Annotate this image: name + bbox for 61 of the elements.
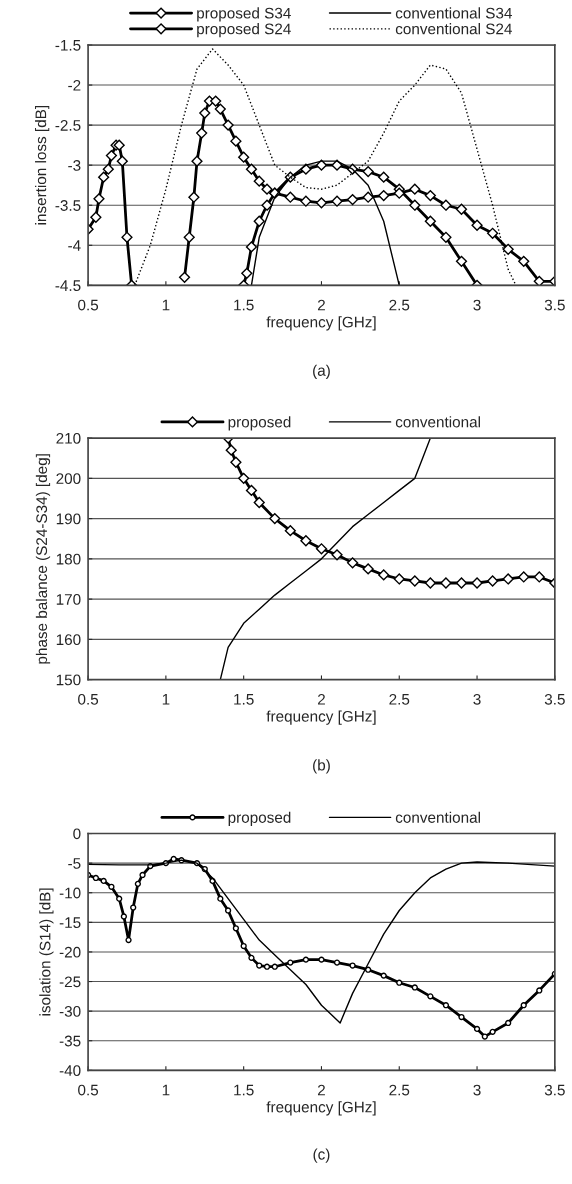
x-tick-label: 3 xyxy=(473,1084,481,1096)
y-tick-label: -3.5 xyxy=(55,200,81,211)
x-tick-label: 1 xyxy=(162,299,170,311)
x-tick-label: 0.5 xyxy=(78,299,99,311)
x-tick-label: 3.5 xyxy=(544,693,565,705)
y-tick-label: -35 xyxy=(59,1035,81,1047)
y-tick-label: -2.5 xyxy=(55,119,81,131)
x-tick-label: 1.5 xyxy=(234,299,254,311)
y-tick-label: -5 xyxy=(68,858,81,869)
y-axis-title: isolation (S14) [dB] xyxy=(39,888,54,1016)
y-tick-label: -25 xyxy=(59,976,81,988)
y-tick-label: -10 xyxy=(59,887,81,899)
y-tick-label: -15 xyxy=(59,917,81,929)
text: (a) xyxy=(313,364,330,379)
x-tick-label: 2 xyxy=(317,693,325,705)
y-tick-label: 200 xyxy=(56,473,81,485)
y-tick-label: 210 xyxy=(56,432,81,444)
legend-label: proposed S24 xyxy=(197,23,291,38)
y-tick-label: 160 xyxy=(56,634,81,646)
x-tick-label: 1 xyxy=(162,1084,170,1096)
x-tick-label: 1.5 xyxy=(234,1084,254,1096)
x-tick-label: 3.5 xyxy=(544,299,565,311)
legend-label: proposed S34 xyxy=(197,7,291,22)
x-tick-label: 3 xyxy=(473,693,481,705)
legend-label: conventional S34 xyxy=(395,7,512,19)
y-tick-label: -4 xyxy=(68,240,81,251)
x-tick-label: 0.5 xyxy=(78,1084,99,1096)
legend-label: proposed xyxy=(228,811,291,826)
y-tick-label: -20 xyxy=(59,946,81,958)
y-tick-label: 0 xyxy=(73,828,81,840)
legend-label: proposed xyxy=(228,416,291,431)
y-tick-label: -4.5 xyxy=(55,280,81,292)
x-tick-label: 2.5 xyxy=(389,1084,410,1096)
x-tick-label: 2 xyxy=(317,1084,325,1096)
y-tick-label: -2 xyxy=(68,79,81,91)
y-tick-label: 150 xyxy=(56,674,81,686)
x-tick-label: 3 xyxy=(473,299,481,311)
x-tick-label: 2 xyxy=(317,299,325,311)
x-axis-title: frequency [GHz] xyxy=(266,1101,376,1116)
y-tick-label: 180 xyxy=(56,553,81,565)
x-axis-title: frequency [GHz] xyxy=(266,316,376,331)
x-tick-label: 0.5 xyxy=(78,693,99,705)
x-tick-label: 3.5 xyxy=(544,1084,565,1096)
x-tick-label: 2.5 xyxy=(389,299,410,311)
y-axis-title: phase balance (S24-S34) [deg] xyxy=(35,454,51,664)
x-axis-title: frequency [GHz] xyxy=(266,710,376,725)
y-tick-label: -3 xyxy=(68,160,81,171)
legend-label: conventional xyxy=(395,811,480,823)
y-tick-label: 170 xyxy=(56,593,81,605)
y-tick-label: 190 xyxy=(56,513,81,525)
y-tick-label: -1.5 xyxy=(55,40,81,51)
y-tick-label: -30 xyxy=(59,1006,81,1017)
text: (c) xyxy=(313,1148,330,1163)
x-tick-label: 1.5 xyxy=(234,694,254,705)
x-tick-label: 2.5 xyxy=(389,693,410,705)
legend-label: conventional xyxy=(395,416,480,428)
legend-label: conventional S24 xyxy=(395,23,512,35)
x-tick-label: 1 xyxy=(162,694,170,705)
text: (b) xyxy=(313,759,330,774)
y-axis-title: insertion loss [dB] xyxy=(35,105,50,225)
y-tick-label: -40 xyxy=(59,1065,81,1077)
